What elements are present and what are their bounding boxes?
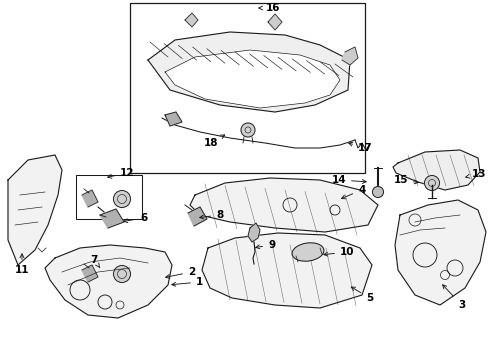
Text: 3: 3 <box>442 285 465 310</box>
Text: 16: 16 <box>259 3 280 13</box>
Text: 12: 12 <box>108 168 134 178</box>
Circle shape <box>372 186 384 198</box>
Text: 17: 17 <box>348 142 372 153</box>
Text: 15: 15 <box>393 175 418 185</box>
Polygon shape <box>165 50 340 108</box>
Text: 18: 18 <box>203 135 225 148</box>
Text: 9: 9 <box>256 240 275 250</box>
Text: 1: 1 <box>172 277 203 287</box>
Text: 5: 5 <box>351 287 373 303</box>
Polygon shape <box>342 47 358 65</box>
Polygon shape <box>82 265 98 282</box>
Circle shape <box>424 175 440 190</box>
Polygon shape <box>202 233 372 308</box>
Polygon shape <box>268 14 282 30</box>
Polygon shape <box>190 178 378 232</box>
Polygon shape <box>82 190 98 207</box>
Polygon shape <box>393 150 480 190</box>
Polygon shape <box>248 223 260 242</box>
Text: 4: 4 <box>342 185 366 199</box>
Polygon shape <box>100 209 124 228</box>
Circle shape <box>114 266 130 283</box>
Bar <box>76 252 142 296</box>
Polygon shape <box>185 13 198 27</box>
Text: 7: 7 <box>91 255 100 268</box>
Polygon shape <box>45 245 172 318</box>
Bar <box>130 3 365 173</box>
Text: 10: 10 <box>324 247 354 257</box>
Text: 14: 14 <box>331 175 366 185</box>
Bar <box>76 175 142 219</box>
Polygon shape <box>165 112 182 126</box>
Polygon shape <box>188 207 207 226</box>
Polygon shape <box>395 200 486 305</box>
Polygon shape <box>8 155 62 265</box>
Text: 11: 11 <box>15 254 29 275</box>
Text: 2: 2 <box>166 267 195 278</box>
Text: 13: 13 <box>466 169 487 179</box>
Circle shape <box>241 123 255 137</box>
Text: 8: 8 <box>200 210 223 220</box>
Polygon shape <box>148 32 350 112</box>
Text: 6: 6 <box>124 213 147 223</box>
Ellipse shape <box>292 243 324 261</box>
Circle shape <box>114 190 130 207</box>
